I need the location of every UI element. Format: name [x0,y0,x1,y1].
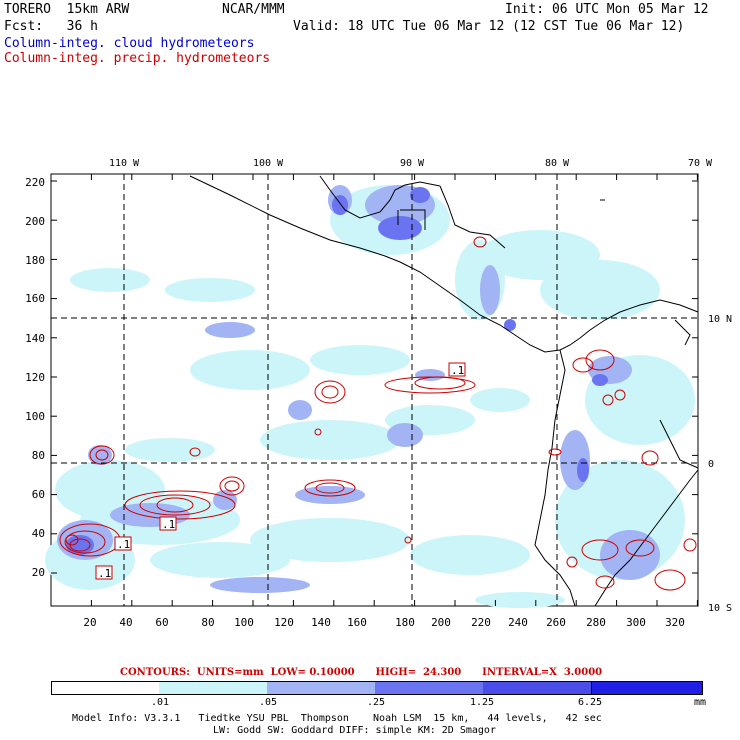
y-tick-label: 160 [25,292,45,305]
legend-precip: Column-integ. precip. hydrometeors [4,51,271,66]
x-tick-label: 160 [347,616,367,629]
longitude-labels: 110 W 100 W 90 W 80 W 70 W [109,158,713,169]
x-tick-label: 300 [626,616,646,629]
lon-label: 110 W [109,158,140,169]
init-time: Init: 06 UTC Mon 05 Mar 12 [505,2,709,17]
contour-label: .1 [451,364,464,377]
x-tick-label: 260 [546,616,566,629]
coastlines [189,175,699,607]
lat-lon-grid [51,174,698,606]
colorbar-tick: 1.25 [470,697,495,708]
x-tick-label: 40 [119,616,132,629]
colorbar-cell-1 [159,681,267,695]
lon-label: 90 W [400,158,425,169]
y-tick-label: 100 [25,410,45,423]
axis-ticks [50,174,698,606]
y-tick-label: 60 [32,488,45,501]
lon-label: 100 W [253,158,284,169]
lon-label: 70 W [688,158,713,169]
colorbar-tick: 6.25 [578,697,603,708]
contour-label-boxes [95,362,466,580]
x-tick-label: 80 [201,616,214,629]
colorbar-cell-2 [267,681,375,695]
valid-time: Valid: 18 UTC Tue 06 Mar 12 (12 CST Tue … [293,19,685,34]
contour-label: .1 [98,567,111,580]
colorbar-tick: .05 [259,697,278,708]
y-tick-label: 140 [25,332,45,345]
x-tick-label: 60 [155,616,168,629]
x-tick-label: 120 [274,616,294,629]
x-tick-label: 280 [586,616,606,629]
x-tick-label: 180 [395,616,415,629]
physics-info: LW: Godd SW: Goddard DIFF: simple KM: 2D… [213,725,496,736]
organization: NCAR/MMM [222,2,285,17]
lat-label: 0 [708,459,714,470]
y-tick-label: 40 [32,527,45,540]
colorbar-cell-5 [591,681,703,695]
forecast-hour: Fcst: 36 h [4,19,98,34]
lat-label: 10 S [708,603,732,614]
colorbar-cell-4 [483,681,591,695]
x-tick-label: 140 [311,616,331,629]
y-axis-labels: 220 200 180 160 140 120 100 80 60 40 20 [25,176,45,579]
y-tick-label: 220 [25,176,45,189]
x-tick-label: 240 [508,616,528,629]
x-axis-labels: 20 40 60 80 100 120 140 160 180 200 220 … [83,616,685,629]
colorbar-cell-3 [375,681,483,695]
contours-info: CONTOURS: UNITS=mm LOW= 0.10000 HIGH= 24… [120,667,603,678]
model-info: Model Info: V3.3.1 Tiedtke YSU PBL Thomp… [72,713,602,724]
precip-contours [59,236,697,591]
colorbar-unit: mm [694,697,707,708]
x-tick-label: 220 [471,616,491,629]
contour-label: .1 [162,518,175,531]
y-tick-label: 180 [25,254,45,267]
y-tick-label: 120 [25,371,45,384]
y-tick-label: 80 [32,449,45,462]
lon-label: 80 W [545,158,570,169]
x-tick-label: 200 [431,616,451,629]
lat-label: 10 N [708,314,732,325]
latitude-labels: 10 N 0 10 S [708,314,732,614]
y-tick-label: 200 [25,215,45,228]
model-title: TORERO 15km ARW [4,2,130,17]
colorbar-cell-0 [51,681,161,695]
cloud-fields [45,185,695,608]
legend-cloud: Column-integ. cloud hydrometeors [4,36,255,51]
y-tick-label: 20 [32,566,45,579]
colorbar-tick: .25 [367,697,386,708]
x-tick-label: 100 [234,616,254,629]
colorbar-tick: .01 [151,697,170,708]
contour-label: .1 [117,538,130,551]
x-tick-label: 320 [665,616,685,629]
x-tick-label: 20 [83,616,96,629]
